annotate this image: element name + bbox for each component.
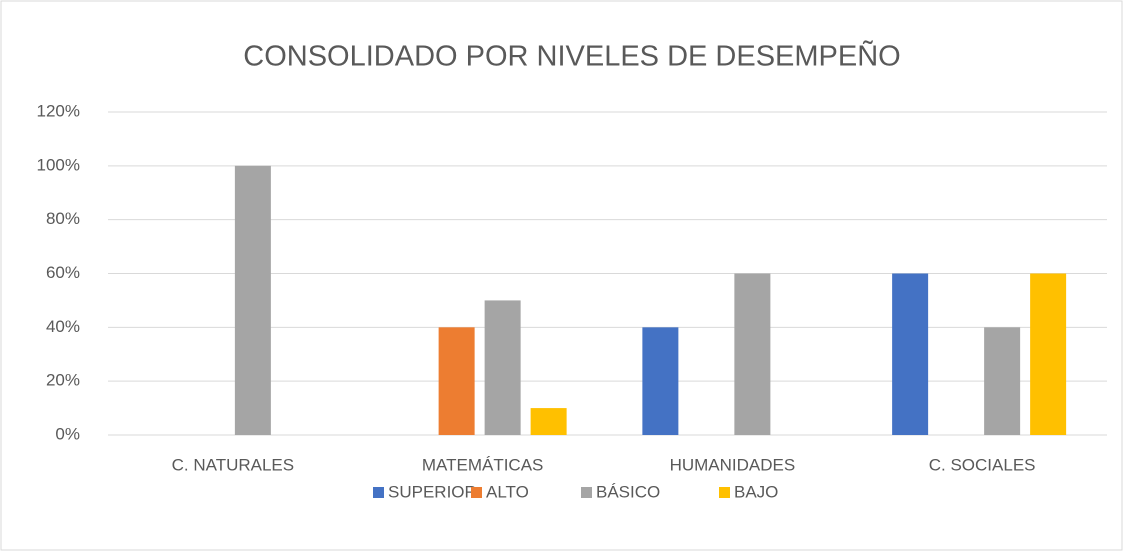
bar (892, 273, 929, 435)
legend-label: BAJO (734, 482, 778, 501)
legend-swatch (471, 487, 482, 498)
legend-swatch (581, 487, 592, 498)
bar (642, 327, 679, 435)
x-tick-label: C. NATURALES (172, 455, 295, 474)
bar (1030, 273, 1067, 435)
y-tick-label: 40% (46, 317, 80, 336)
x-tick-label: MATEMÁTICAS (422, 455, 544, 474)
y-tick-label: 20% (46, 371, 80, 390)
bar (734, 273, 771, 435)
y-tick-label: 120% (37, 101, 80, 120)
legend-swatch (373, 487, 384, 498)
bar (530, 408, 567, 435)
legend-label: BÁSICO (596, 482, 660, 501)
bar (438, 327, 475, 435)
chart-title: CONSOLIDADO POR NIVELES DE DESEMPEÑO (243, 39, 900, 73)
bar (484, 300, 521, 435)
legend-label: ALTO (486, 482, 529, 501)
legend-label: SUPERIOR (388, 482, 477, 501)
y-tick-label: 80% (46, 209, 80, 228)
legend-swatch (719, 487, 730, 498)
y-tick-label: 100% (37, 155, 80, 174)
y-tick-label: 60% (46, 263, 80, 282)
bar (234, 165, 271, 436)
y-tick-label: 0% (55, 424, 80, 443)
bar (984, 327, 1021, 435)
x-tick-label: C. SOCIALES (929, 455, 1036, 474)
x-tick-label: HUMANIDADES (670, 455, 796, 474)
